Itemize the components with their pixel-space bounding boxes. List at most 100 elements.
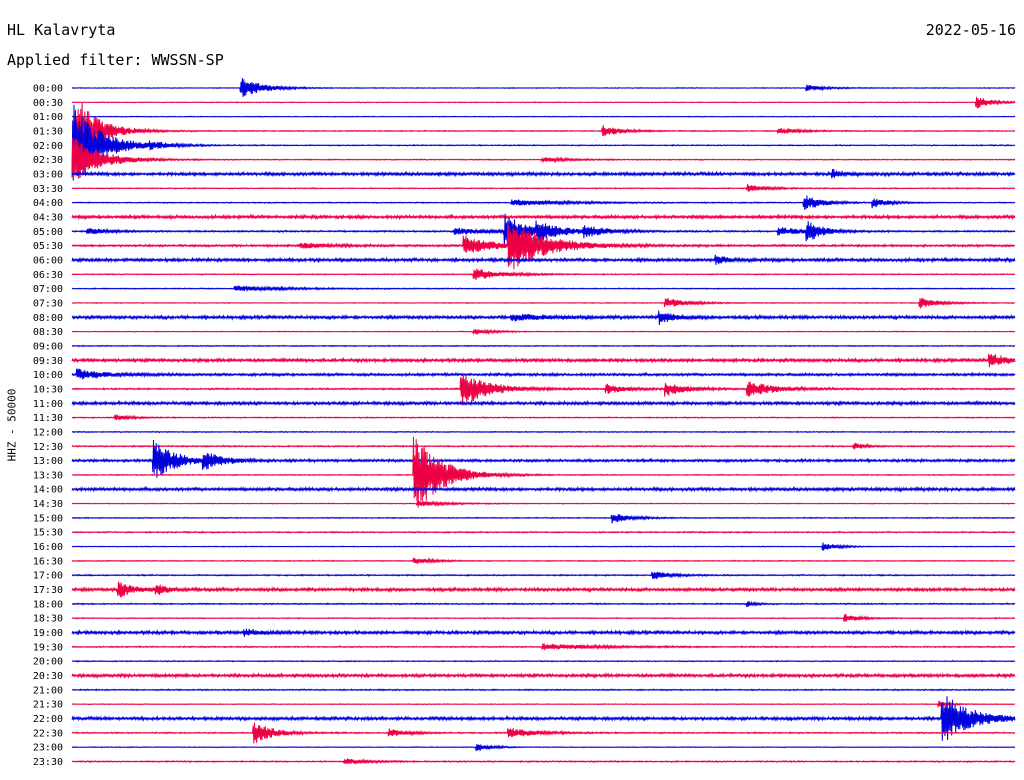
time-tick-label: 05:30 bbox=[33, 241, 63, 252]
trace-row bbox=[71, 613, 1016, 622]
trace-row bbox=[71, 442, 1016, 450]
time-tick-label: 04:30 bbox=[33, 212, 63, 223]
trace-row bbox=[71, 628, 1016, 637]
time-tick-label: 18:00 bbox=[33, 599, 63, 610]
trace-row bbox=[71, 310, 1016, 326]
time-tick-label: 23:30 bbox=[33, 757, 63, 768]
trace-row bbox=[71, 285, 1016, 292]
trace-row bbox=[71, 701, 1016, 708]
time-tick-label: 19:00 bbox=[33, 628, 63, 639]
trace-row bbox=[71, 78, 1016, 98]
time-tick-label: 23:00 bbox=[33, 743, 63, 754]
trace-row bbox=[71, 183, 1016, 192]
trace-row bbox=[71, 254, 1016, 265]
record-date: 2022-05-16 bbox=[925, 21, 1016, 39]
time-tick-label: 10:30 bbox=[33, 384, 63, 395]
time-tick-label: 03:00 bbox=[33, 169, 63, 180]
time-tick-label: 06:00 bbox=[33, 255, 63, 266]
trace-row bbox=[71, 430, 1016, 434]
trace-row bbox=[71, 102, 1016, 161]
time-tick-label: 12:30 bbox=[33, 442, 63, 453]
trace-row bbox=[71, 399, 1016, 407]
trace-row bbox=[71, 542, 1016, 551]
trace-row bbox=[71, 373, 1016, 406]
time-tick-label: 18:30 bbox=[33, 614, 63, 625]
trace-row bbox=[71, 104, 1016, 181]
trace-row bbox=[71, 643, 1016, 651]
time-tick-label: 14:00 bbox=[33, 485, 63, 496]
time-tick-label: 13:00 bbox=[33, 456, 63, 467]
time-tick-label: 00:00 bbox=[33, 84, 63, 95]
time-tick-label: 07:30 bbox=[33, 298, 63, 309]
trace-row bbox=[71, 600, 1016, 608]
time-tick-labels: 00:00 00:30 01:00 01:30 02:00 02:30 03:00 03:30… bbox=[33, 84, 63, 769]
time-tick-label: 17:30 bbox=[33, 585, 63, 596]
filter-label: Applied filter: WWSSN-SP bbox=[7, 51, 224, 69]
trace-row bbox=[71, 696, 1016, 741]
time-tick-label: 16:30 bbox=[33, 556, 63, 567]
time-tick-label: 21:00 bbox=[33, 685, 63, 696]
time-tick-label: 07:00 bbox=[33, 284, 63, 295]
station-name: HL Kalavryta bbox=[7, 21, 116, 39]
trace-row bbox=[71, 223, 1016, 270]
trace-row bbox=[71, 137, 1016, 181]
trace-row bbox=[71, 414, 1016, 421]
time-tick-label: 09:00 bbox=[33, 341, 63, 352]
time-tick-label: 03:30 bbox=[33, 184, 63, 195]
time-tick-label: 20:00 bbox=[33, 657, 63, 668]
trace-row bbox=[71, 659, 1016, 663]
trace-row bbox=[71, 168, 1016, 179]
trace-row bbox=[71, 758, 1016, 765]
trace-row bbox=[71, 328, 1016, 336]
time-tick-label: 02:00 bbox=[33, 141, 63, 152]
time-tick-label: 00:30 bbox=[33, 98, 63, 109]
time-tick-label: 01:00 bbox=[33, 112, 63, 123]
trace-row bbox=[71, 744, 1016, 752]
time-tick-label: 01:30 bbox=[33, 126, 63, 137]
trace-row bbox=[71, 436, 1016, 508]
trace-row bbox=[71, 96, 1016, 109]
trace-row bbox=[71, 581, 1016, 598]
time-tick-label: 20:30 bbox=[33, 671, 63, 682]
time-tick-label: 22:00 bbox=[33, 714, 63, 725]
time-tick-label: 15:30 bbox=[33, 528, 63, 539]
trace-row bbox=[71, 671, 1016, 680]
time-tick-label: 15:00 bbox=[33, 513, 63, 524]
time-tick-label: 11:30 bbox=[33, 413, 63, 424]
trace-row bbox=[71, 213, 1016, 247]
time-tick-label: 14:30 bbox=[33, 499, 63, 510]
seismogram-traces bbox=[71, 78, 1016, 765]
trace-row bbox=[71, 195, 1016, 210]
trace-row bbox=[71, 439, 1016, 478]
trace-row bbox=[71, 368, 1016, 380]
time-tick-label: 13:30 bbox=[33, 470, 63, 481]
trace-row bbox=[71, 513, 1016, 524]
time-tick-label: 04:00 bbox=[33, 198, 63, 209]
trace-row bbox=[71, 688, 1016, 692]
time-tick-label: 09:30 bbox=[33, 356, 63, 367]
trace-row bbox=[71, 297, 1016, 309]
time-tick-label: 12:00 bbox=[33, 427, 63, 438]
time-tick-label: 11:00 bbox=[33, 399, 63, 410]
trace-row bbox=[71, 485, 1016, 493]
trace-row bbox=[71, 213, 1016, 221]
time-tick-label: 02:30 bbox=[33, 155, 63, 166]
time-tick-label: 08:30 bbox=[33, 327, 63, 338]
trace-row bbox=[71, 268, 1016, 281]
time-tick-label: 16:00 bbox=[33, 542, 63, 553]
time-tick-label: 06:30 bbox=[33, 270, 63, 281]
trace-row bbox=[71, 353, 1016, 368]
time-tick-label: 08:00 bbox=[33, 313, 63, 324]
time-tick-label: 22:30 bbox=[33, 728, 63, 739]
time-tick-label: 05:00 bbox=[33, 227, 63, 238]
trace-row bbox=[71, 557, 1016, 565]
time-tick-label: 17:00 bbox=[33, 571, 63, 582]
trace-row bbox=[71, 115, 1016, 118]
trace-row bbox=[71, 722, 1016, 744]
trace-row bbox=[71, 344, 1016, 348]
time-tick-label: 19:30 bbox=[33, 642, 63, 653]
time-tick-label: 10:00 bbox=[33, 370, 63, 381]
trace-row bbox=[71, 571, 1016, 580]
time-tick-label: 21:30 bbox=[33, 700, 63, 711]
